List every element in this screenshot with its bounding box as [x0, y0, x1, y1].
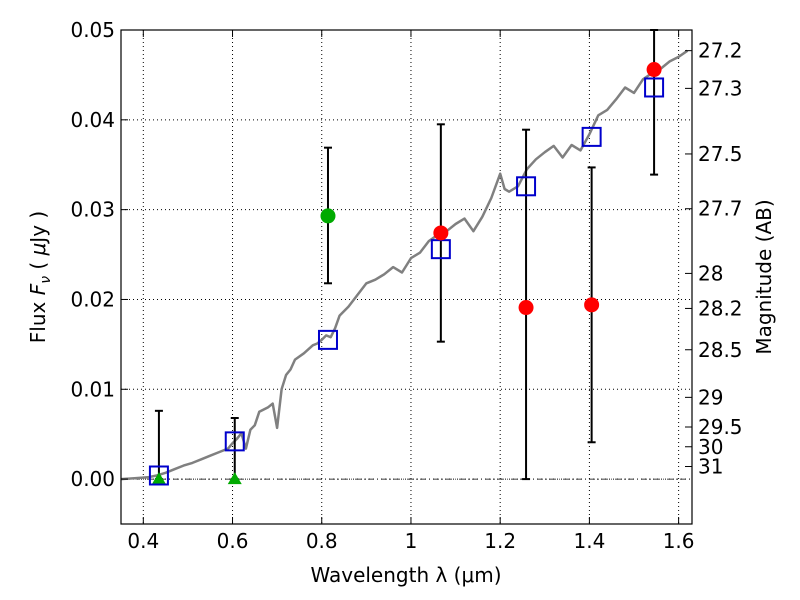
x-tick-label: 1 — [405, 529, 418, 553]
magnitude-tick-label: 29 — [698, 385, 723, 409]
magnitude-tick-label: 27.2 — [698, 39, 743, 63]
upper-limit-marker — [151, 472, 166, 485]
detection-marker — [433, 225, 449, 241]
magnitude-tick-label: 30 — [698, 435, 723, 459]
bandpass-square-marker — [581, 126, 602, 147]
sed-model-line — [120, 49, 689, 481]
x-tick-label: 1.2 — [484, 529, 516, 553]
detection-marker — [518, 300, 534, 316]
bandpass-square-marker — [148, 465, 169, 486]
y-tick-label: 0.01 — [70, 377, 115, 401]
bandpass-square-marker — [516, 176, 537, 197]
x-tick-label: 1.4 — [573, 529, 605, 553]
upper-limit-marker — [227, 472, 242, 485]
y-tick-label: 0.00 — [70, 467, 115, 491]
x-axis-title: Wavelength λ (μm) — [310, 563, 501, 587]
magnitude-tick-label: 28.2 — [698, 296, 743, 320]
green-detection-marker — [320, 208, 336, 224]
magnitude-tick-label: 31 — [698, 455, 723, 479]
y-axis-title: Flux Fν ( μJy ) — [26, 211, 54, 343]
magnitude-tick-label: 27.7 — [698, 197, 743, 221]
tick-layer: 0.4 0.6 0.8 1 1.2 1.4 1.6 0.00 0.01 0.02 0.03 0.04 0… — [70, 18, 742, 553]
x-tick-label: 0.4 — [127, 529, 159, 553]
detection-marker — [584, 297, 600, 313]
y-tick-label: 0.03 — [70, 198, 115, 222]
y-tick-label: 0.05 — [70, 18, 115, 42]
y2-axis-title: Magnitude (AB) — [752, 199, 776, 354]
x-tick-label: 0.8 — [306, 529, 338, 553]
detection-marker — [646, 62, 662, 78]
magnitude-tick-label: 28.5 — [698, 338, 743, 362]
magnitude-tick-label: 28 — [698, 261, 723, 285]
x-tick-label: 0.6 — [217, 529, 249, 553]
y-tick-label: 0.02 — [70, 287, 115, 311]
bandpass-square-marker — [644, 77, 665, 98]
bandpass-square-marker — [317, 329, 338, 350]
bandpass-square-marker — [224, 431, 245, 452]
plot-frame — [120, 29, 693, 525]
x-tick-label: 1.6 — [663, 529, 695, 553]
magnitude-tick-label: 29.5 — [698, 415, 743, 439]
magnitude-tick-label: 27.3 — [698, 76, 743, 100]
magnitude-tick-label: 27.5 — [698, 142, 743, 166]
series-layer — [120, 29, 689, 486]
y-tick-label: 0.04 — [70, 108, 115, 132]
